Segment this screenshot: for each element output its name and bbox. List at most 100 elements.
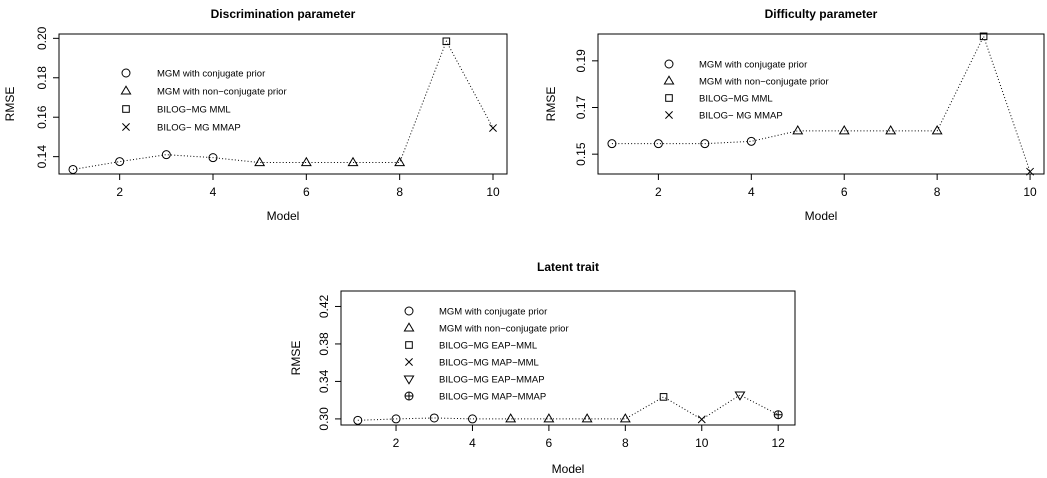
y-axis-label: RMSE [3, 87, 17, 122]
legend-item: MGM with conjugate prior [121, 68, 265, 80]
legend-symbol-circle [404, 306, 414, 316]
y-tick-label: 0.38 [317, 332, 331, 356]
x-tick-label: 8 [396, 185, 403, 199]
plot-frame [597, 33, 1045, 175]
data-point-triangle [931, 125, 943, 135]
data-point-circle [607, 139, 617, 149]
legend: MGM with conjugate prior MGM with non−con… [120, 68, 287, 134]
legend-label: BILOG−MG EAP−MML [439, 341, 537, 352]
data-point-triangle [619, 413, 631, 423]
legend-symbol-square [122, 105, 130, 113]
x-tick-label: 4 [469, 436, 476, 450]
legend-label: BILOG−MG MML [699, 94, 773, 105]
data-point-triangle-down [734, 391, 746, 401]
data-point-triangle [838, 125, 850, 135]
y-tick-label: 0.15 [574, 142, 588, 166]
x-tick-label: 10 [695, 436, 709, 450]
x-axis-label: Model [552, 462, 585, 476]
x-tick-label: 12 [772, 436, 786, 450]
data-point-circle [746, 136, 756, 146]
legend-label: BILOG−MG EAP−MMAP [439, 375, 545, 386]
x-axis-label: Model [805, 209, 838, 223]
x-tick-label: 8 [622, 436, 629, 450]
y-axis-label: RMSE [544, 87, 558, 122]
legend: MGM with conjugate prior MGM with non−con… [403, 306, 569, 403]
plot-frame [58, 33, 508, 175]
data-point-circle [161, 150, 171, 160]
legend-symbol-circle-plus [404, 391, 414, 401]
legend-symbol-circle [121, 68, 131, 78]
data-point-cross [697, 415, 706, 424]
legend-item: MGM with non−conjugate prior [403, 322, 569, 335]
legend-symbol-cross [665, 111, 673, 119]
legend-symbol-cross [122, 123, 130, 131]
legend-item: BILOG−MG MAP−MML [405, 358, 539, 369]
legend-item: BILOG−MG MML [665, 94, 773, 105]
legend-symbol-circle [664, 59, 674, 69]
legend-item: MGM with non−conjugate prior [663, 75, 829, 88]
legend-label: MGM with conjugate prior [699, 60, 807, 71]
panel-1: Discrimination parameter 2 4 6 8 10 0.14 0.16 0.… [3, 7, 508, 223]
x-tick-label: 4 [748, 185, 755, 199]
y-tick-label: 0.14 [35, 145, 49, 169]
data-point-circle [68, 164, 78, 174]
data-point-circle-plus [773, 410, 783, 420]
y-tick-label: 0.42 [317, 294, 331, 318]
plot-frame [340, 290, 796, 426]
x-tick-label: 4 [210, 185, 217, 199]
legend-label: BILOG−MG MML [157, 105, 231, 116]
legend-symbol-square [405, 341, 413, 349]
x-tick-label: 2 [393, 436, 400, 450]
legend-item: BILOG−MG MML [122, 105, 231, 116]
x-tick-label: 6 [303, 185, 310, 199]
y-tick-label: 0.34 [317, 369, 331, 393]
data-point-square [442, 37, 451, 46]
legend-item: BILOG− MG MMAP [122, 123, 241, 134]
series-line [611, 35, 1031, 172]
data-point-triangle [792, 125, 804, 135]
data-point-circle [115, 157, 125, 167]
chart-title: Discrimination parameter [211, 7, 356, 21]
legend-label: MGM with non−conjugate prior [699, 77, 829, 88]
legend-item: MGM with non−conjugate prior [120, 85, 287, 98]
data-point-circle [429, 413, 439, 423]
data-point-cross [1026, 167, 1035, 176]
x-tick-label: 8 [934, 185, 941, 199]
data-point-circle [353, 415, 363, 425]
legend: MGM with conjugate prior MGM with non−con… [663, 59, 829, 122]
legend-label: MGM with conjugate prior [439, 307, 547, 318]
legend-label: BILOG−MG MAP−MMAP [439, 392, 546, 403]
legend-label: MGM with non−conjugate prior [439, 324, 569, 335]
data-point-triangle [581, 413, 593, 423]
x-tick-label: 2 [655, 185, 662, 199]
x-tick-label: 10 [486, 185, 500, 199]
y-tick-label: 0.19 [574, 49, 588, 73]
legend-label: MGM with non−conjugate prior [157, 87, 287, 98]
legend-item: BILOG−MG EAP−MMAP [403, 375, 545, 386]
legend-symbol-square [665, 94, 673, 102]
series-line [357, 394, 779, 421]
data-point-circle [208, 153, 218, 163]
data-point-triangle [254, 156, 266, 167]
legend-symbol-triangle-down [403, 375, 415, 385]
legend-item: BILOG−MG EAP−MML [405, 341, 537, 352]
data-point-triangle [505, 413, 517, 423]
data-point-square [659, 393, 668, 401]
data-point-circle [653, 139, 663, 149]
legend-item: MGM with conjugate prior [404, 306, 547, 318]
panel-2: Difficulty parameter 2 4 6 8 10 0.15 0.17 0.19 Mo… [544, 7, 1045, 223]
y-tick-label: 0.20 [35, 26, 49, 50]
legend-item: MGM with conjugate prior [664, 59, 807, 71]
data-point-circle [467, 414, 477, 424]
y-tick-label: 0.30 [317, 407, 331, 431]
legend-symbol-triangle [403, 322, 415, 332]
data-point-triangle [347, 156, 359, 167]
chart-title: Latent trait [537, 260, 599, 274]
legend-item: BILOG−MG MAP−MMAP [404, 391, 546, 403]
x-tick-label: 10 [1023, 185, 1037, 199]
chart-title: Difficulty parameter [765, 7, 878, 21]
data-point-triangle [394, 156, 406, 167]
legend-label: BILOG− MG MMAP [157, 123, 241, 134]
data-point-square [979, 32, 988, 41]
